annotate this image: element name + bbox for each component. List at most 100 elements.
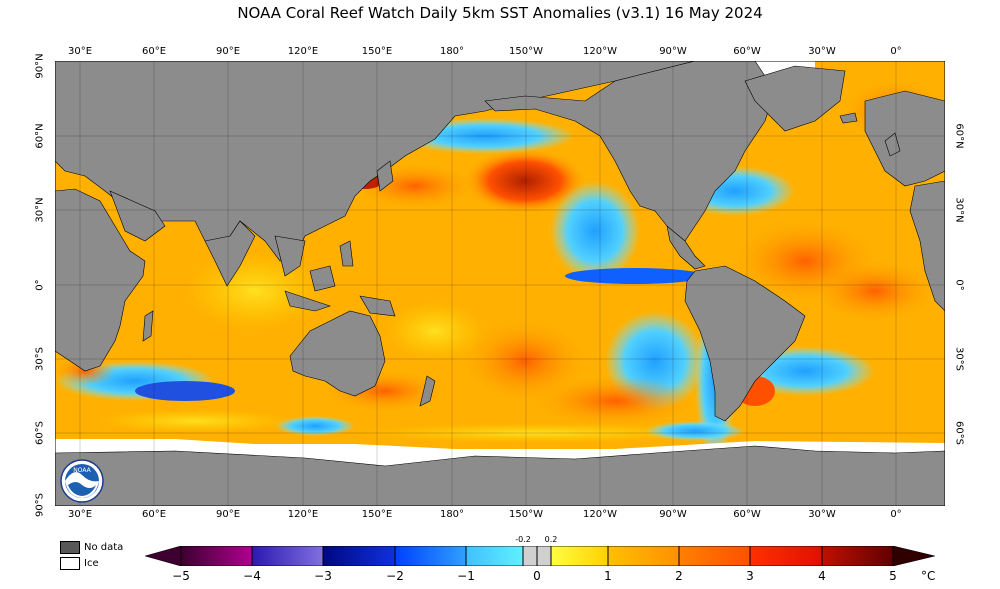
anomaly-blob — [535, 376, 695, 426]
anomaly-blob — [355, 423, 715, 443]
colorbar-tick: 0 — [533, 569, 541, 583]
madagascar — [142, 310, 154, 342]
anomaly-blob — [275, 416, 355, 436]
anomaly-blob — [465, 149, 585, 213]
japan — [376, 160, 394, 192]
colorbar-segment — [750, 546, 822, 566]
colorbar-tick: 1 — [604, 569, 612, 583]
lon-label: 0° — [890, 46, 902, 57]
ice-label: Ice — [84, 558, 99, 569]
lon-label: 90°E — [215, 509, 241, 520]
colorbar-tick: −1 — [457, 569, 475, 583]
borneo — [309, 265, 336, 292]
lat-label: 30°N — [953, 197, 965, 223]
lat-label: 30°S — [953, 346, 965, 372]
lon-label: 30°E — [67, 46, 93, 57]
lat-label: 30°S — [34, 346, 46, 372]
british-isles — [884, 132, 901, 157]
india — [204, 220, 256, 287]
lat-label: 60°N — [34, 123, 46, 149]
philippines — [339, 240, 354, 267]
colorbar-tick: 4 — [818, 569, 826, 583]
lon-label: 150°W — [509, 509, 543, 520]
no-data-swatch — [60, 541, 80, 554]
lon-label: 90°W — [659, 46, 687, 57]
colorbar-tick: 3 — [746, 569, 754, 583]
colorbar-segment — [252, 546, 323, 566]
anomaly-blob — [135, 381, 235, 401]
colorbar-segment — [323, 546, 395, 566]
anomaly-blob — [645, 421, 745, 441]
lat-label: 90°S — [34, 492, 46, 518]
europe — [864, 90, 945, 187]
new-zealand — [419, 375, 436, 407]
lon-label: 120°E — [287, 509, 319, 520]
lon-label: 180° — [439, 46, 465, 57]
anomaly-blob — [385, 301, 485, 361]
indochina — [274, 235, 306, 277]
colorbar-small-tick: -0.2 — [515, 535, 531, 544]
colorbar-segment — [466, 546, 523, 566]
lon-label: 120°W — [583, 509, 617, 520]
australia — [289, 310, 386, 397]
central-america — [666, 225, 706, 270]
colorbar-small-tick: 0.2 — [544, 535, 558, 544]
colorbar — [145, 546, 935, 566]
lat-label: 0° — [34, 279, 46, 291]
lon-label: 150°E — [361, 509, 393, 520]
lon-label: 90°W — [659, 509, 687, 520]
iceland — [839, 112, 858, 124]
colorbar-tick: −5 — [172, 569, 190, 583]
ice-swatch — [60, 557, 80, 570]
anomaly-blob — [185, 251, 325, 331]
lon-label: 30°E — [67, 509, 93, 520]
south-america — [684, 265, 806, 422]
anomaly-blob — [565, 268, 705, 284]
new-guinea — [359, 295, 396, 317]
indonesia — [284, 290, 331, 312]
anomaly-blob — [95, 409, 295, 433]
colorbar-unit: °C — [921, 569, 936, 583]
colorbar-dividers — [251, 546, 823, 566]
land-masses — [55, 61, 945, 506]
greenland — [744, 65, 846, 132]
lat-label: 60°N — [953, 123, 965, 149]
logo-text: NOAA — [73, 467, 91, 474]
anomaly-blob — [550, 181, 640, 281]
lon-label: 150°E — [361, 46, 393, 57]
colorbar-segment — [679, 546, 750, 566]
sst-anomaly-map — [55, 61, 945, 506]
lat-label: 30°N — [34, 197, 46, 223]
lon-label: 30°W — [808, 509, 836, 520]
graticule — [55, 61, 945, 506]
colorbar-max-arrow — [892, 546, 935, 566]
colorbar-tick: −4 — [243, 569, 261, 583]
arabian-peninsula — [109, 190, 166, 242]
lon-label: 60°E — [141, 509, 167, 520]
colorbar-segment — [608, 546, 679, 566]
north-america — [484, 61, 776, 242]
colorbar-min-arrow — [145, 546, 182, 566]
colorbar-tick: −3 — [314, 569, 332, 583]
colorbar-segment — [822, 546, 893, 566]
lon-label: 60°W — [733, 509, 761, 520]
lon-label: 30°W — [808, 46, 836, 57]
lon-label: 0° — [890, 509, 902, 520]
lon-label: 150°W — [509, 46, 543, 57]
antarctica — [55, 445, 945, 506]
page-title: NOAA Coral Reef Watch Daily 5km SST Anom… — [237, 4, 763, 22]
colorbar-segment — [395, 546, 466, 566]
noaa-logo-icon: NOAA — [60, 459, 104, 503]
lon-label: 120°W — [583, 46, 617, 57]
colorbar-segment — [181, 546, 252, 566]
lat-label: 60°S — [953, 420, 965, 446]
africa — [55, 188, 146, 372]
west-africa — [909, 180, 945, 312]
anomaly-blob — [465, 321, 585, 401]
colorbar-tick: −2 — [386, 569, 404, 583]
lon-label: 180° — [439, 509, 465, 520]
colorbar-tick: 5 — [889, 569, 897, 583]
lon-label: 120°E — [287, 46, 319, 57]
lat-label: 90°N — [34, 53, 46, 79]
anomaly-blob — [815, 261, 935, 321]
